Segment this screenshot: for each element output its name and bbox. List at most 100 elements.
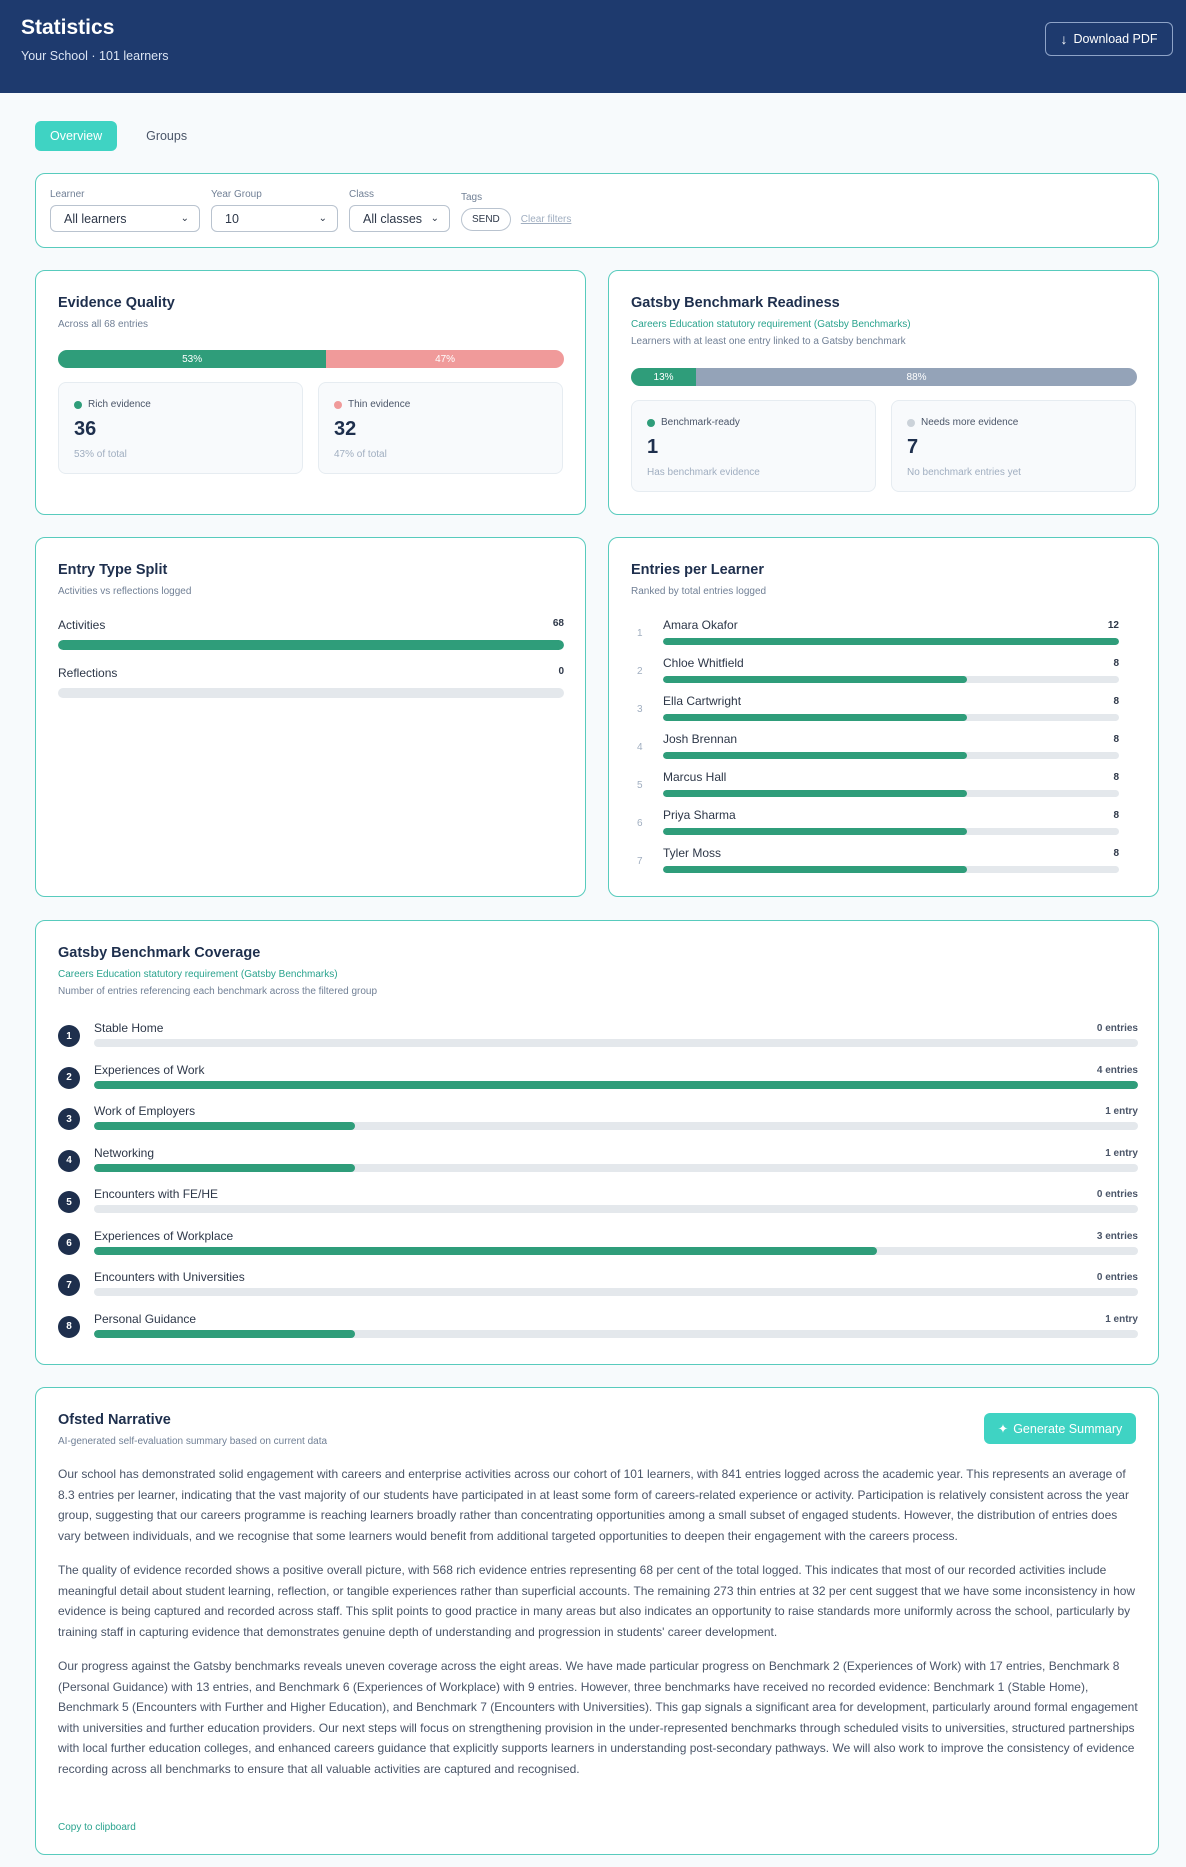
- year-group-filter-label: Year Group: [211, 189, 262, 200]
- download-icon: ↓: [1060, 31, 1068, 47]
- benchmark-fill: [94, 1080, 1138, 1089]
- learner-rank: 4: [637, 742, 643, 753]
- needs-more-segment: 88%: [696, 368, 1137, 386]
- benchmark-count: 0 entries: [1096, 1272, 1138, 1283]
- benchmark-number-badge: 3: [58, 1108, 80, 1130]
- benchmark-count: 1 entry: [1105, 1106, 1138, 1117]
- learner-filter-label: Learner: [50, 189, 85, 200]
- thin-evidence-segment: 47%: [326, 350, 564, 368]
- clear-filters-link[interactable]: Clear filters: [520, 214, 572, 225]
- class-select[interactable]: All classes ⌄: [349, 205, 450, 232]
- evidence-quality-subtitle: Across all 68 entries: [58, 319, 149, 330]
- narrative-title: Ofsted Narrative: [58, 1412, 171, 1428]
- entry-row-activities: Activities 68: [58, 618, 564, 650]
- learner-count: 8: [1113, 772, 1119, 783]
- learner-fill: [663, 752, 967, 759]
- learner-fill: [663, 676, 967, 683]
- learner-fill: [663, 866, 967, 873]
- narrative-body: Our school has demonstrated solid engage…: [58, 1464, 1138, 1793]
- gatsby-readiness-card: Gatsby Benchmark Readiness Careers Educa…: [608, 270, 1159, 515]
- learner-rank: 3: [637, 704, 643, 715]
- activities-track: [58, 640, 564, 650]
- needs-more-foot: No benchmark entries yet: [907, 467, 1021, 478]
- year-group-filter: Year Group 10 ⌄: [211, 189, 338, 232]
- activities-fill: [58, 640, 564, 650]
- learner-row: 3 Ella Cartwright 8: [637, 694, 1119, 732]
- entry-type-title: Entry Type Split: [58, 562, 168, 578]
- benchmark-name: Encounters with FE/HE: [94, 1187, 219, 1201]
- needs-more-value: 7: [907, 436, 919, 458]
- thin-evidence-value: 32: [334, 418, 357, 440]
- narrative-subtitle: AI-generated self-evaluation summary bas…: [58, 1436, 328, 1447]
- learner-track: [663, 714, 1119, 721]
- page-header: Statistics Your School · 101 learners ↓ …: [0, 0, 1186, 93]
- learner-rank: 6: [637, 818, 643, 829]
- ofsted-narrative-card: Ofsted Narrative AI-generated self-evalu…: [35, 1387, 1159, 1855]
- benchmark-count: 4 entries: [1096, 1064, 1138, 1076]
- class-filter: Class All classes ⌄: [349, 189, 450, 232]
- learner-count: 8: [1113, 848, 1119, 859]
- benchmark-name: Encounters with Universities: [94, 1270, 245, 1284]
- tag-send[interactable]: SEND: [461, 208, 511, 231]
- evidence-quality-title: Evidence Quality: [58, 295, 175, 311]
- learner-name: Amara Okafor: [663, 618, 738, 632]
- benchmark-track: [94, 1205, 1138, 1213]
- rich-evidence-value: 36: [74, 418, 97, 440]
- entry-row-reflections: Reflections 0: [58, 666, 564, 698]
- benchmark-count: 0 entries: [1096, 1189, 1138, 1200]
- benchmark-number-badge: 5: [58, 1191, 80, 1213]
- copy-to-clipboard-link[interactable]: Copy to clipboard: [58, 1822, 136, 1833]
- learner-filter: Learner All learners ⌄: [50, 189, 200, 232]
- benchmark-number-badge: 1: [58, 1025, 80, 1047]
- year-group-select[interactable]: 10 ⌄: [211, 205, 338, 232]
- gatsby-coverage-card: Gatsby Benchmark Coverage Careers Educat…: [35, 920, 1159, 1365]
- gatsby-readiness-bar: 13% 88%: [631, 368, 1137, 386]
- benchmark-track: [94, 1288, 1138, 1296]
- class-select-value: All classes: [363, 211, 423, 226]
- thin-dot-icon: [334, 400, 342, 409]
- learner-name: Marcus Hall: [663, 770, 727, 784]
- benchmark-count: 3 entries: [1096, 1230, 1138, 1242]
- evidence-quality-bar: 53% 47%: [58, 350, 564, 368]
- chevron-down-icon: ⌄: [180, 213, 189, 224]
- reflections-value: 0: [558, 666, 564, 677]
- tab-overview[interactable]: Overview: [35, 121, 118, 151]
- benchmark-row: 6 Experiences of Workplace 3 entries: [58, 1229, 1138, 1269]
- learner-select[interactable]: All learners ⌄: [50, 205, 200, 232]
- benchmark-track: [94, 1163, 1138, 1172]
- benchmark-track: [94, 1080, 1138, 1089]
- generate-summary-button[interactable]: ✦ Generate Summary: [984, 1413, 1136, 1444]
- benchmark-fill: [94, 1329, 355, 1338]
- benchmark-count: 1 entry: [1105, 1313, 1138, 1325]
- sparkle-icon: ✦: [997, 1422, 1009, 1436]
- download-pdf-button[interactable]: ↓ Download PDF: [1045, 22, 1173, 56]
- benchmark-row: 3 Work of Employers 1 entry: [58, 1104, 1138, 1144]
- tab-groups[interactable]: Groups: [146, 129, 188, 143]
- learner-row: 1 Amara Okafor 12: [637, 618, 1119, 656]
- gatsby-readiness-title: Gatsby Benchmark Readiness: [631, 295, 840, 311]
- rich-evidence-foot: 53% of total: [74, 449, 127, 460]
- learner-name: Priya Sharma: [663, 808, 736, 822]
- benchmark-row: 2 Experiences of Work 4 entries: [58, 1063, 1138, 1103]
- benchmark-count: 1 entry: [1105, 1147, 1138, 1159]
- learner-track: [663, 866, 1119, 873]
- learner-rank: 5: [637, 780, 643, 791]
- entries-per-learner-title: Entries per Learner: [631, 562, 764, 578]
- benchmark-number-badge: 4: [58, 1149, 80, 1172]
- learner-track: [663, 638, 1119, 645]
- download-pdf-label: Download PDF: [1073, 32, 1158, 46]
- gatsby-coverage-title: Gatsby Benchmark Coverage: [58, 945, 261, 961]
- learner-count: 8: [1113, 658, 1119, 669]
- gatsby-readiness-subtitle: Learners with at least one entry linked …: [631, 336, 906, 347]
- learner-row: 7 Tyler Moss 8: [637, 846, 1119, 884]
- thin-evidence-foot: 47% of total: [334, 449, 387, 460]
- generate-summary-label: Generate Summary: [1013, 1421, 1123, 1436]
- gatsby-readiness-requirement: Careers Education statutory requirement …: [631, 319, 911, 330]
- benchmark-count: 0 entries: [1096, 1023, 1138, 1034]
- learner-fill: [663, 714, 967, 721]
- benchmark-ready-stat: Benchmark-ready 1 Has benchmark evidence: [631, 400, 876, 492]
- learner-row: 4 Josh Brennan 8: [637, 732, 1119, 770]
- page-subtitle: Your School · 101 learners: [21, 49, 169, 63]
- benchmark-track: [94, 1122, 1138, 1130]
- benchmark-ready-foot: Has benchmark evidence: [647, 467, 760, 478]
